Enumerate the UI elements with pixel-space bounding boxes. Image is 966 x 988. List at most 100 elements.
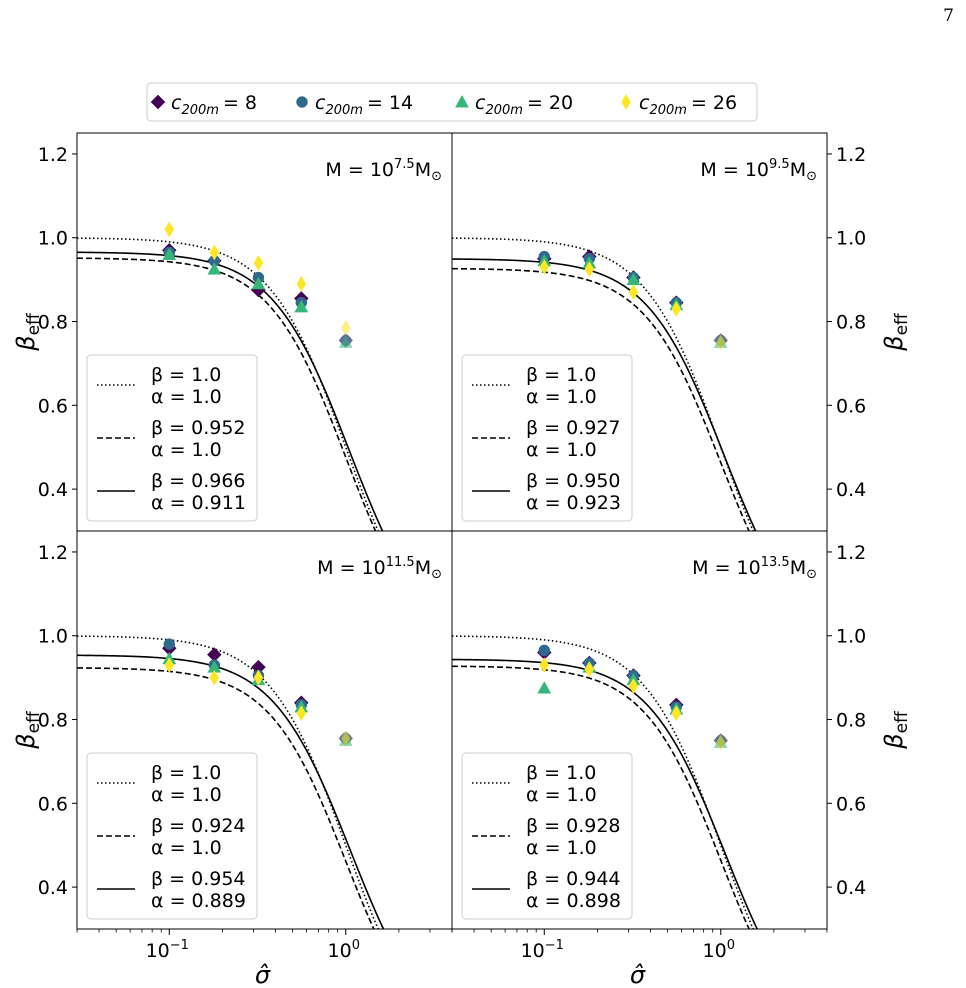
data-point <box>628 284 639 301</box>
data-point <box>253 669 264 686</box>
series-legend-box <box>146 82 758 122</box>
fit-legend-box <box>461 354 633 522</box>
y-tick-label: 0.6 <box>836 793 866 815</box>
fit-curve-solid <box>77 251 384 531</box>
data-point <box>537 681 552 694</box>
data-point <box>296 705 307 722</box>
y-tick-label: 1.2 <box>836 144 866 166</box>
y-tick-label: 1.0 <box>836 228 866 250</box>
data-points <box>161 221 354 348</box>
legend-label: c200m = 14 <box>315 92 413 118</box>
fit-alpha-label: α = 1.0 <box>526 439 597 461</box>
panel-4: 0.4 0.6 0.8 1.0 1.2 10−1 100 σ̂ βeff M = 1013.5M⊙… <box>451 530 912 988</box>
data-point <box>209 669 220 686</box>
data-point <box>164 221 175 238</box>
fit-legend-box <box>461 752 633 920</box>
y-tick-label: 0.8 <box>38 710 68 732</box>
fit-alpha-label: α = 1.0 <box>526 386 597 408</box>
legend-label: c200m = 20 <box>475 92 573 118</box>
axes-frame <box>451 530 828 930</box>
fit-curves <box>452 635 759 929</box>
fit-beta-label: β = 0.966 <box>151 470 246 492</box>
fit-alpha-label: α = 0.911 <box>151 492 246 514</box>
fit-beta-label: β = 0.944 <box>526 868 621 890</box>
data-points <box>536 644 729 751</box>
data-point <box>340 730 351 747</box>
y-tick-label: 1.0 <box>38 626 68 648</box>
fit-beta-label: β = 0.924 <box>151 815 246 837</box>
data-point <box>253 254 264 271</box>
data-point <box>539 657 550 674</box>
data-point <box>628 678 639 694</box>
y-tick-label: 1.2 <box>836 542 866 564</box>
fit-beta-label: β = 0.927 <box>526 417 621 439</box>
data-point <box>294 299 309 313</box>
legend-label: c200m = 8 <box>171 92 257 118</box>
fit-alpha-label: α = 1.0 <box>151 837 222 859</box>
data-point <box>584 261 595 278</box>
y-tick-label: 0.6 <box>38 395 68 417</box>
data-point <box>162 247 177 260</box>
fit-curves <box>452 237 757 531</box>
fit-curves <box>77 635 385 929</box>
fit-legend-box <box>86 354 258 522</box>
data-point <box>584 661 595 678</box>
y-tick-label: 0.6 <box>836 395 866 417</box>
data-point <box>209 244 220 261</box>
fit-curve-solid <box>452 658 759 929</box>
y-tick-label: 1.2 <box>38 144 68 166</box>
series-legend: c200m = 8 c200m = 14 c200m = 20 c200m = 26 <box>146 82 758 122</box>
y-tick-label: 0.4 <box>836 479 866 501</box>
y-tick-label: 0.8 <box>836 312 866 334</box>
y-axis-label: βeff <box>880 710 912 750</box>
mass-annotation: M = 107.5M⊙ <box>325 157 442 184</box>
y-axis-label: βeff <box>880 312 912 352</box>
y-tick-label: 0.4 <box>38 479 68 501</box>
fit-alpha-label: α = 0.923 <box>526 492 621 514</box>
data-point <box>251 276 266 290</box>
y-tick-label: 0.6 <box>38 793 68 815</box>
y-tick-label: 1.0 <box>38 228 68 250</box>
mass-annotation: M = 1013.5M⊙ <box>692 555 817 582</box>
x-tick-label: 10−1 <box>521 938 564 962</box>
legend-marker <box>621 94 631 110</box>
data-point <box>671 705 682 722</box>
fit-curve-solid <box>452 258 757 531</box>
x-tick-label: 10−1 <box>146 938 189 962</box>
fit-alpha-label: α = 1.0 <box>151 784 222 806</box>
y-tick-label: 1.2 <box>38 542 68 564</box>
fit-curves <box>77 237 384 531</box>
y-axis-label: βeff <box>12 710 44 750</box>
legend-marker <box>150 94 166 110</box>
panel-3: 0.4 0.6 0.8 1.0 1.2 10−1 100 σ̂ βeff M = 1011.5M⊙… <box>12 530 453 988</box>
x-tick-label: 100 <box>328 938 360 962</box>
data-points <box>161 638 354 747</box>
fit-beta-label: β = 1.0 <box>151 762 221 784</box>
fit-beta-label: β = 0.950 <box>526 470 621 492</box>
data-point <box>163 638 176 650</box>
data-point <box>164 657 175 674</box>
fit-curve-solid <box>77 654 385 929</box>
data-points <box>536 249 729 351</box>
data-point <box>207 262 222 275</box>
fit-beta-label: β = 1.0 <box>526 762 596 784</box>
legend-marker <box>455 94 469 108</box>
fit-beta-label: β = 0.952 <box>151 417 246 439</box>
fit-alpha-label: α = 0.889 <box>151 890 246 912</box>
fit-alpha-label: α = 1.0 <box>526 837 597 859</box>
x-axis-label: σ̂ <box>255 961 271 988</box>
y-tick-label: 0.8 <box>38 312 68 334</box>
fit-beta-label: β = 1.0 <box>526 364 596 386</box>
fit-alpha-label: α = 0.898 <box>526 890 621 912</box>
fit-alpha-label: α = 1.0 <box>151 386 222 408</box>
data-point <box>538 644 551 657</box>
mass-annotation: M = 1011.5M⊙ <box>317 555 442 582</box>
mass-annotation: M = 109.5M⊙ <box>700 157 817 184</box>
x-axis-label: σ̂ <box>630 961 646 988</box>
